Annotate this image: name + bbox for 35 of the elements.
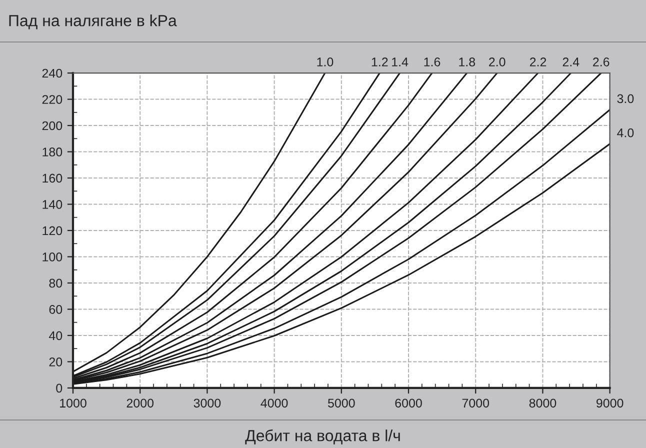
series-label: 2.2	[530, 58, 546, 66]
x-tick-label: 9000	[596, 398, 624, 408]
series-label: 2.6	[593, 58, 610, 66]
x-tick-label: 2000	[126, 398, 154, 408]
series-label: 4.0	[617, 128, 634, 138]
x-tick-label: 4000	[260, 398, 288, 408]
x-tick-label: 3000	[194, 398, 221, 408]
series-label: 1.6	[424, 58, 440, 66]
y-tick-label: 220	[42, 95, 62, 104]
x-tick-label: 1000	[60, 398, 86, 408]
series-label: 3.0	[617, 94, 634, 104]
series-label: 1.4	[392, 58, 408, 66]
y-tick-label: 120	[42, 226, 62, 236]
y-tick-label: 20	[49, 358, 62, 366]
x-axis-title: Дебит на водата в l/ч	[245, 429, 400, 444]
y-tick-label: 240	[42, 68, 62, 78]
y-tick-label: 40	[48, 331, 62, 340]
y-tick-label: 80	[49, 278, 62, 288]
y-tick-label: 160	[42, 174, 62, 183]
y-tick-label: 140	[42, 200, 62, 209]
chart-title: Пад на налягане в kPa	[9, 14, 177, 30]
series-label: 1.0	[317, 58, 334, 66]
x-tick-label: 5000	[328, 398, 355, 408]
series-label: 2.0	[489, 58, 506, 66]
x-tick-label: 8000	[529, 398, 556, 408]
series-label: 1.8	[459, 58, 476, 66]
x-tick-label: 6000	[395, 398, 422, 408]
y-tick-label: 180	[42, 148, 62, 156]
series-label: 2.4	[562, 58, 580, 66]
y-tick-label: 200	[42, 121, 62, 130]
x-tick-label: 7000	[462, 398, 490, 408]
series-label: 1.2	[372, 58, 388, 66]
y-tick-label: 60	[49, 305, 62, 314]
y-tick-label: 0	[56, 384, 62, 393]
y-tick-label: 100	[42, 252, 62, 262]
